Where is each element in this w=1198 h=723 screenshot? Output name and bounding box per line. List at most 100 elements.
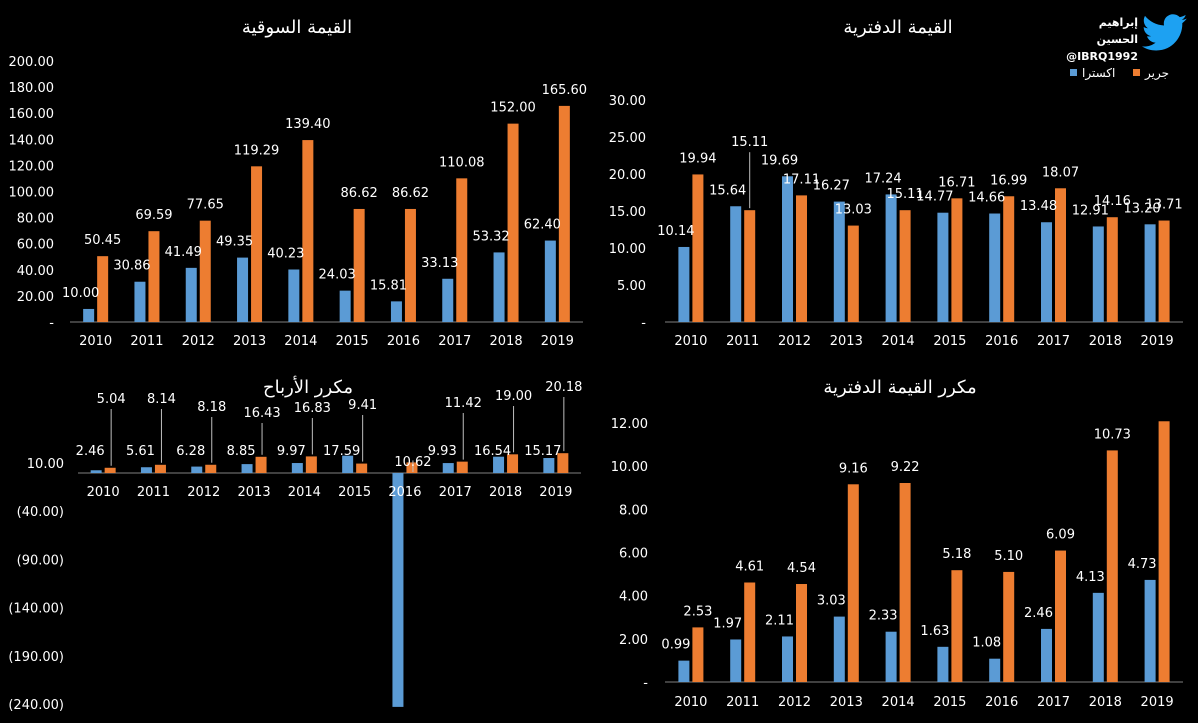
book-value-ytick-label: 20.00 [609, 168, 646, 183]
book-value-bar-a [782, 176, 793, 322]
market-value-xtick-label: 2014 [284, 334, 317, 349]
market-value-data-label: 30.86 [113, 259, 150, 274]
pe-ratio-data-label: 5.04 [97, 392, 126, 407]
market-value-data-label: 10.00 [62, 286, 99, 301]
market-value-data-label: 69.59 [135, 208, 172, 223]
market-value-xtick-label: 2018 [490, 334, 523, 349]
pb-ratio-bar-a [678, 660, 690, 682]
pb-ratio-xtick-label: 2011 [726, 695, 759, 710]
pe-ratio-data-label: 8.18 [197, 400, 226, 415]
pb-ratio-ytick-label: - [643, 676, 648, 691]
book-value-xtick-label: 2014 [882, 334, 915, 349]
book-value-bar-a [1144, 224, 1156, 322]
market-value-ytick-label: - [49, 316, 54, 331]
book-value-data-label: 15.64 [709, 183, 746, 198]
market-value-bar-a [185, 267, 197, 322]
pb-ratio-data-label: 4.73 [1128, 557, 1157, 572]
market-value-bar-b [148, 231, 160, 322]
market-value-bar-a [83, 308, 95, 322]
market-value-bar-b [353, 208, 365, 322]
book-value-data-label: 17.11 [783, 172, 820, 187]
market-value-data-label: 62.40 [524, 218, 561, 233]
pb-ratio-bar-a [989, 658, 1001, 682]
pe-ratio-bar-b [104, 467, 116, 473]
book-value-data-label: 15.11 [886, 187, 923, 202]
market-value-xtick-label: 2013 [233, 334, 266, 349]
book-value-bar-b [1158, 220, 1170, 322]
market-value-ytick-label: 160.00 [9, 107, 55, 122]
book-value-xtick-label: 2018 [1089, 334, 1122, 349]
market-value-bar-b [507, 123, 519, 322]
pe-ratio-xtick-label: 2014 [288, 485, 321, 500]
market-value-data-label: 165.60 [542, 83, 588, 98]
pb-ratio-bar-a [782, 636, 793, 682]
book-value-data-label: 15.11 [731, 135, 768, 150]
pb-ratio-bar-a [1041, 628, 1052, 682]
book-value-data-label: 16.27 [813, 179, 850, 194]
brand-name: إبراهيم الحسين [1096, 16, 1138, 46]
pe-ratio-data-label: 15.17 [524, 444, 561, 459]
pe-ratio-data-label: 17.59 [323, 444, 360, 459]
pe-ratio-ytick-label: 10.00 [27, 457, 64, 472]
pe-ratio-bar-b [456, 461, 468, 473]
pe-ratio-bar-a [140, 467, 152, 473]
market-value-ytick-label: 80.00 [17, 212, 54, 227]
pb-ratio-bar-a [833, 616, 845, 682]
pe-ratio-xtick-label: 2010 [87, 485, 120, 500]
book-value-ytick-label: 15.00 [609, 205, 646, 220]
market-value-bar-b [97, 256, 109, 322]
market-value-bar-b [558, 105, 570, 322]
pb-ratio-bar-a [730, 639, 742, 682]
market-value-data-label: 86.62 [392, 186, 429, 201]
pe-ratio-data-label: 9.41 [348, 398, 377, 413]
pb-ratio-xtick-label: 2015 [933, 695, 966, 710]
pb-ratio-data-label: 1.97 [713, 616, 742, 631]
book-value-ytick-label: 10.00 [609, 242, 646, 257]
brand-handle: @IBRQ1992 [1066, 50, 1138, 63]
book-value-bar-a [1092, 226, 1104, 322]
book-value-xtick-label: 2012 [778, 334, 811, 349]
pe-ratio-xtick-label: 2018 [489, 485, 522, 500]
pe-ratio-data-label: 16.54 [474, 444, 511, 459]
book-value-ytick-label: 5.00 [617, 279, 646, 294]
market-value-bar-b [199, 220, 211, 322]
pe-ratio-bar-a [291, 463, 303, 473]
book-value-data-label: 14.77 [916, 190, 953, 205]
pb-ratio-bar-b [744, 582, 756, 682]
market-value-xtick-label: 2015 [336, 334, 369, 349]
market-value-xtick-label: 2017 [438, 334, 471, 349]
pb-ratio-ytick-label: 6.00 [619, 547, 648, 562]
legend-swatch [1070, 69, 1077, 76]
book-value-xtick-label: 2011 [726, 334, 759, 349]
pe-ratio-data-label: 5.61 [126, 444, 155, 459]
pe-ratio-title: مكرر الأرباح [263, 376, 353, 398]
market-value-bar-a [288, 269, 300, 322]
pe-ratio-ytick-label: (40.00) [17, 505, 64, 520]
pe-ratio-ytick-label: (240.00) [8, 698, 64, 713]
pb-ratio-bar-b [951, 570, 963, 682]
pe-ratio-bar-a [90, 470, 102, 473]
pe-ratio-data-label: 9.97 [277, 444, 306, 459]
market-value-ytick-label: 200.00 [9, 55, 55, 70]
pb-ratio-xtick-label: 2016 [985, 695, 1018, 710]
brand-text: إبراهيم الحسين @IBRQ1992 [1062, 14, 1138, 65]
book-value-data-label: 12.91 [1072, 203, 1109, 218]
pe-ratio-bar-a [342, 455, 354, 473]
pb-ratio-data-label: 2.53 [683, 604, 712, 619]
pe-ratio-ytick-label: (140.00) [8, 602, 64, 617]
pb-ratio-data-label: 1.08 [972, 636, 1001, 651]
pe-ratio-data-label: 16.43 [243, 406, 280, 421]
pb-ratio-bar-b [1003, 571, 1015, 682]
pb-ratio-xtick-label: 2013 [830, 695, 863, 710]
pe-ratio-data-label: 6.28 [176, 444, 205, 459]
book-value-bar-a [730, 206, 742, 322]
legend-label: جرير [1144, 66, 1169, 81]
book-value-data-label: 10.14 [657, 224, 694, 239]
market-value-data-label: 152.00 [490, 101, 536, 116]
pe-ratio-xtick-label: 2016 [388, 485, 421, 500]
pe-ratio-data-label: 8.85 [227, 444, 256, 459]
book-value-bar-b [796, 195, 807, 322]
pe-ratio-data-label: 2.46 [76, 444, 105, 459]
pe-ratio-bar-b [305, 456, 317, 473]
book-value-data-label: 13.20 [1123, 201, 1160, 216]
